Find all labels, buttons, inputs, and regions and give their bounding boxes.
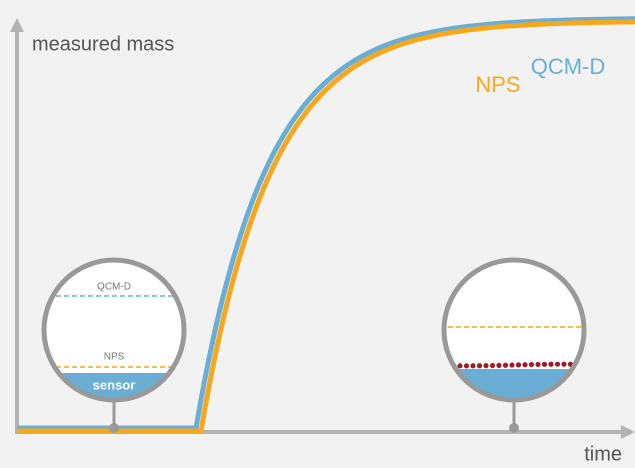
- particle: [516, 362, 521, 367]
- qcmd-label: QCM-D: [531, 54, 606, 79]
- particle: [535, 362, 540, 367]
- y-label: measured mass: [32, 33, 174, 55]
- particle: [490, 363, 495, 368]
- particle: [561, 362, 566, 367]
- particle: [503, 363, 508, 368]
- particle: [457, 363, 462, 368]
- qcmd-small-label: QCM-D: [97, 282, 131, 293]
- stem-dot: [509, 423, 519, 433]
- diagram: measured mass time NPS QCM-D QCM-D NPS s…: [0, 0, 635, 468]
- particle: [483, 363, 488, 368]
- particle: [529, 362, 534, 367]
- particle: [464, 363, 469, 368]
- particle: [470, 363, 475, 368]
- particle: [522, 362, 527, 367]
- particle: [555, 362, 560, 367]
- nps-label: NPS: [475, 72, 520, 97]
- sensor-label: sensor: [93, 377, 136, 392]
- particle: [509, 362, 514, 367]
- particle: [496, 363, 501, 368]
- particle: [542, 362, 547, 367]
- particle: [477, 363, 482, 368]
- stem-dot: [109, 423, 119, 433]
- x-label: time: [584, 443, 622, 465]
- particle: [548, 362, 553, 367]
- nps-small-label: NPS: [104, 352, 125, 363]
